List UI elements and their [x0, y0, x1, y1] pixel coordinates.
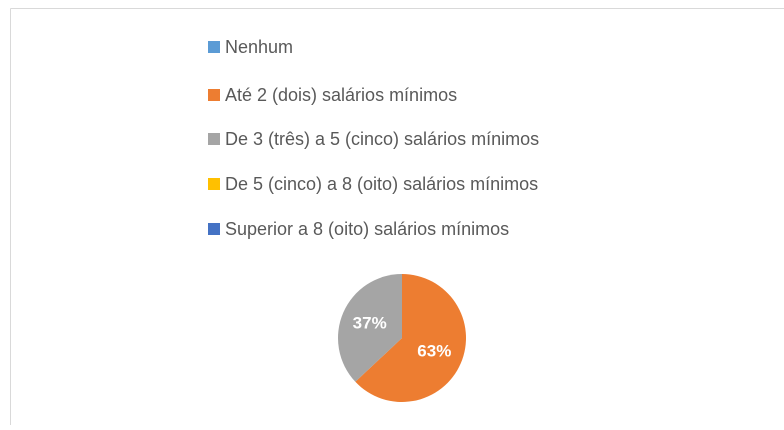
legend-label: De 5 (cinco) a 8 (oito) salários mínimos: [225, 174, 538, 194]
data-label: 63%: [417, 341, 451, 360]
pie-slice: [355, 274, 467, 402]
legend-label: Superior a 8 (oito) salários mínimos: [225, 219, 509, 239]
legend-swatch: [208, 41, 220, 53]
legend-label: De 3 (três) a 5 (cinco) salários mínimos: [225, 129, 539, 149]
legend-label: Nenhum: [225, 37, 293, 57]
legend-swatch: [208, 178, 220, 190]
legend-swatch: [208, 223, 220, 235]
legend-label: Até 2 (dois) salários mínimos: [225, 85, 457, 105]
pie-slice: [338, 274, 402, 382]
data-label: 37%: [353, 314, 387, 333]
legend-swatch: [208, 133, 220, 145]
legend-swatch: [208, 89, 220, 101]
